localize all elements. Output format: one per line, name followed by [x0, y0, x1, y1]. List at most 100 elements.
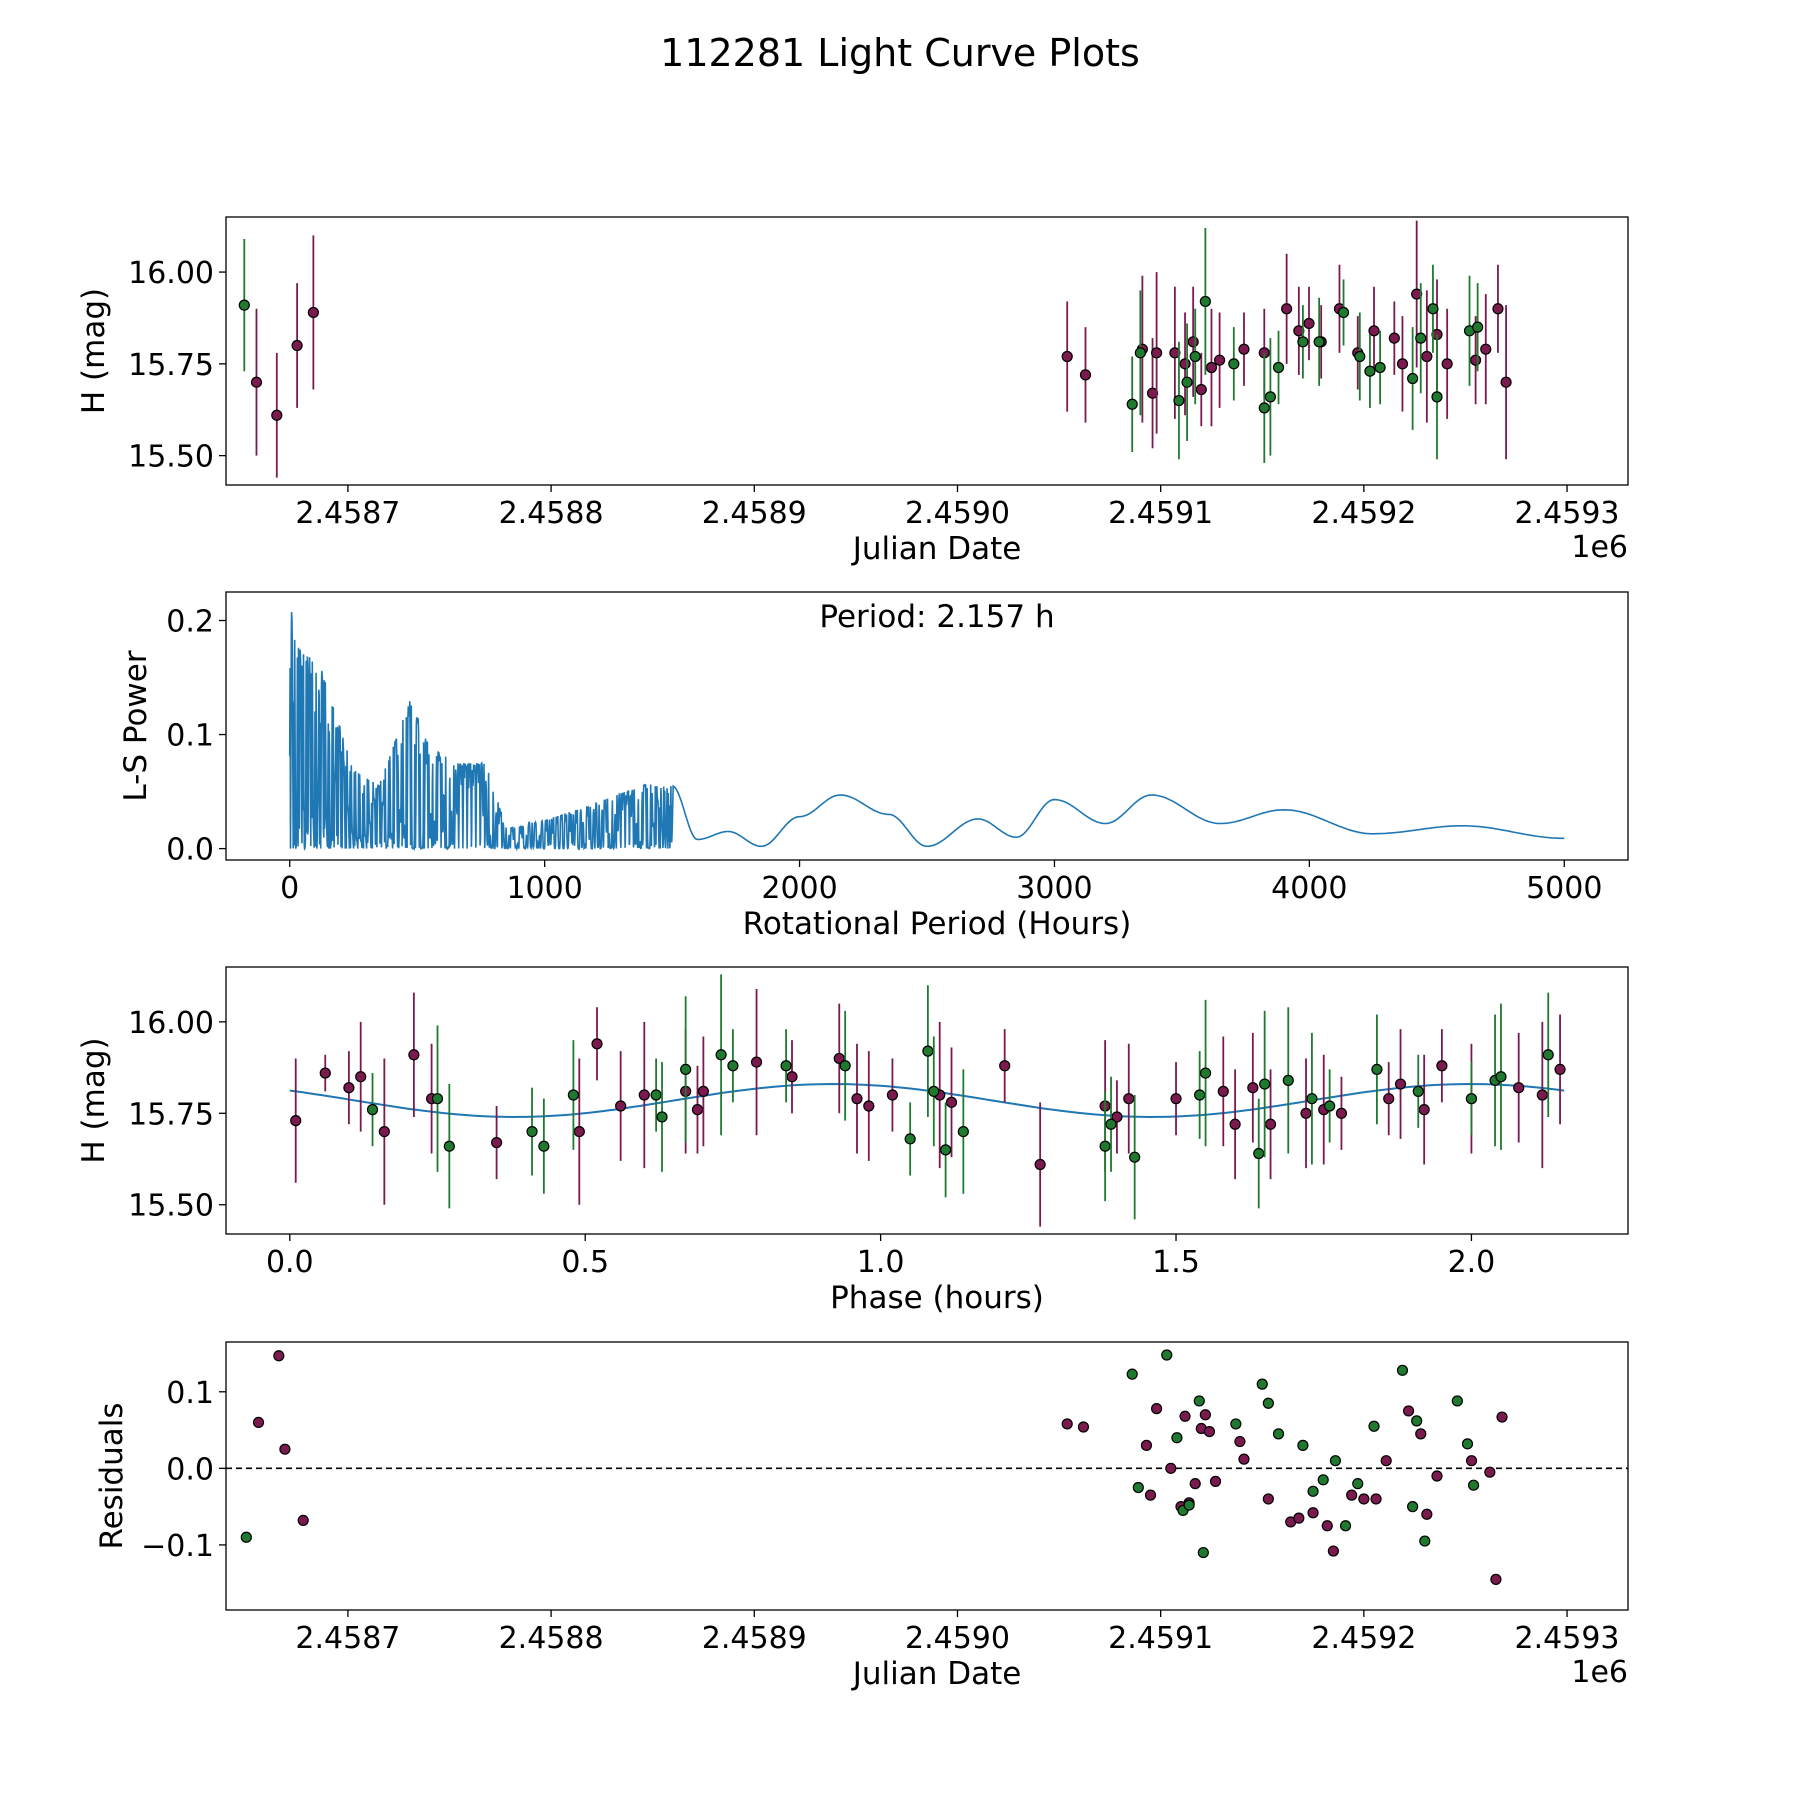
data-point: [839, 1060, 851, 1072]
data-point: [863, 1100, 875, 1112]
data-point: [1194, 1089, 1206, 1101]
data-point: [319, 1067, 331, 1079]
data-point: [1484, 1466, 1496, 1478]
data-point: [1421, 1508, 1433, 1520]
x-tick-label: 2.4592: [1311, 1621, 1416, 1656]
data-point: [1352, 1478, 1364, 1490]
x-tick-label: 2.4591: [1108, 496, 1213, 531]
data-point: [343, 1082, 355, 1094]
data-point: [1465, 1455, 1478, 1467]
data-point: [1230, 1418, 1242, 1430]
data-point: [273, 1350, 285, 1362]
y-axis-label: H (mag): [76, 1037, 112, 1163]
data-point: [238, 299, 250, 311]
data-point: [1129, 1151, 1141, 1163]
data-point: [1209, 1475, 1222, 1487]
data-point: [1513, 1082, 1525, 1094]
data-point: [715, 1049, 727, 1061]
data-point: [1293, 1512, 1305, 1524]
data-point: [1431, 391, 1443, 403]
data-point: [538, 1140, 550, 1152]
data-point: [650, 1089, 662, 1101]
data-point: [886, 1089, 899, 1101]
data-point: [1183, 1499, 1195, 1511]
x-axis-label: Phase (hours): [830, 1280, 1044, 1316]
y-tick-label: 16.00: [128, 1006, 214, 1041]
x-axis-label: Julian Date: [851, 1656, 1022, 1692]
data-point: [1144, 1489, 1157, 1501]
data-point: [1105, 1118, 1117, 1130]
data-point: [1234, 1435, 1246, 1448]
data-point: [1189, 350, 1201, 363]
data-point: [1193, 1395, 1205, 1407]
data-point: [1480, 343, 1492, 355]
data-point: [1205, 361, 1218, 374]
y-tick-label: 0.1: [166, 719, 214, 754]
data-point: [1451, 1395, 1463, 1407]
x-tick-label: 2.4592: [1311, 496, 1416, 531]
data-point: [1554, 1063, 1566, 1076]
data-point: [1383, 1093, 1395, 1105]
y-tick-label: 15.75: [128, 1097, 214, 1132]
data-point: [1313, 336, 1325, 348]
data-point: [1099, 1140, 1111, 1152]
data-point: [1126, 398, 1138, 410]
data-point: [656, 1111, 668, 1123]
y-tick-label: −0.1: [141, 1529, 214, 1564]
data-point: [1228, 358, 1240, 370]
data-point: [1272, 1428, 1285, 1440]
data-point: [1034, 1158, 1046, 1171]
data-point: [1197, 1546, 1209, 1559]
data-point: [1419, 1535, 1431, 1547]
data-point: [1297, 336, 1309, 348]
data-point: [851, 1093, 863, 1105]
data-point: [1431, 1470, 1443, 1482]
data-point: [1307, 1485, 1319, 1497]
x-tick-label: 2.4588: [499, 1621, 604, 1656]
data-point: [1293, 325, 1305, 337]
data-point: [1259, 1078, 1271, 1090]
x-tick-label: 2.4590: [905, 1621, 1010, 1656]
periodogram-line: [288, 611, 1565, 852]
x-tick-label: 0: [280, 871, 299, 906]
data-point: [1256, 1378, 1268, 1390]
data-point: [1324, 1100, 1336, 1112]
data-point: [750, 1056, 763, 1068]
data-point: [1307, 1507, 1319, 1519]
plot-area: [288, 611, 1565, 852]
data-point: [408, 1049, 420, 1061]
y-axis-label: Residuals: [94, 1402, 130, 1549]
data-point: [431, 1093, 444, 1105]
data-point: [928, 1085, 940, 1097]
x-tick-label: 0.0: [266, 1245, 314, 1280]
data-point: [1411, 1415, 1423, 1427]
plot-frame: [225, 591, 1629, 861]
data-point: [1306, 1093, 1318, 1105]
x-tick-label: 2.4587: [295, 1621, 400, 1656]
data-point: [1465, 1093, 1478, 1105]
data-point: [526, 1125, 538, 1138]
data-point: [567, 1089, 579, 1101]
data-point: [1173, 394, 1185, 407]
data-point: [615, 1100, 627, 1112]
data-point: [1415, 332, 1427, 344]
data-point: [999, 1060, 1011, 1072]
data-point: [1262, 1397, 1274, 1409]
data-point: [1492, 303, 1504, 315]
data-point: [307, 306, 319, 319]
data-point: [945, 1096, 958, 1108]
data-point: [1217, 1085, 1229, 1097]
data-point: [366, 1104, 379, 1116]
y-tick-label: 15.50: [128, 1189, 214, 1224]
data-point: [1396, 1364, 1409, 1376]
data-point: [1411, 288, 1423, 300]
data-point: [1467, 1479, 1480, 1491]
data-point: [1146, 387, 1159, 399]
series_a-points: [250, 220, 1512, 478]
data-point: [355, 1071, 367, 1083]
data-point: [957, 1125, 969, 1138]
data-point: [1317, 1474, 1329, 1486]
data-point: [1213, 354, 1226, 366]
residuals-panel: 2.4587 2.4588 2.4589 2.4590 2.4591 2.4592 2.45…: [94, 1341, 1629, 1692]
